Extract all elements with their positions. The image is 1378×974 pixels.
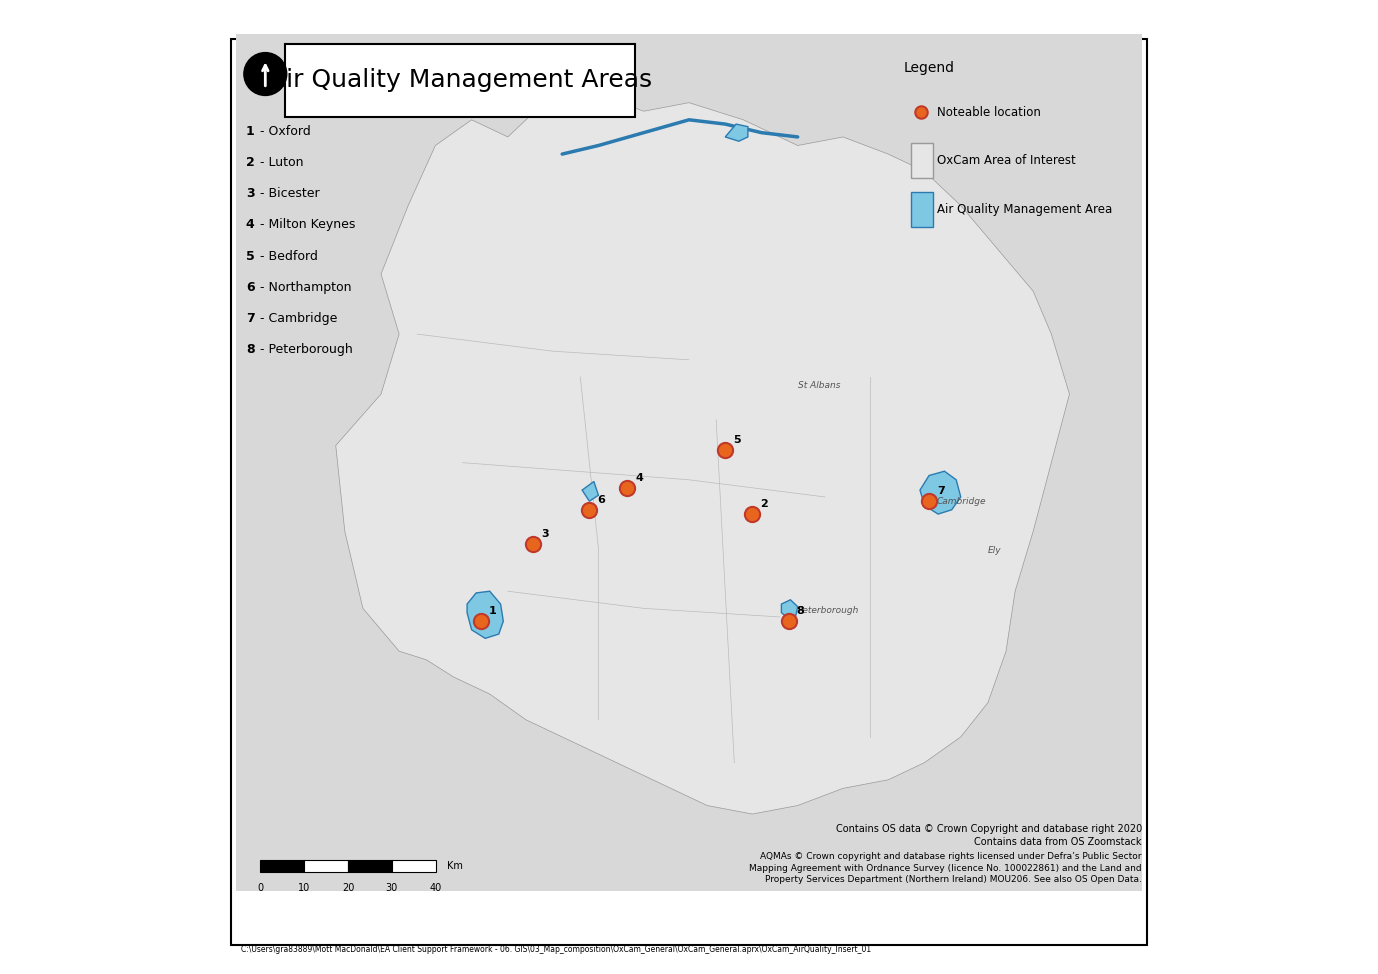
- Point: [470, 614, 492, 629]
- Text: 40: 40: [430, 883, 442, 893]
- Polygon shape: [781, 600, 798, 618]
- Bar: [236, 34, 1142, 891]
- Text: St Albans: St Albans: [798, 381, 841, 390]
- Bar: [236, 34, 1142, 891]
- FancyBboxPatch shape: [911, 143, 933, 178]
- Text: 7: 7: [245, 312, 255, 325]
- Text: Km: Km: [448, 861, 463, 871]
- Polygon shape: [467, 591, 503, 638]
- Bar: [391, 860, 435, 872]
- Text: 2: 2: [761, 500, 768, 509]
- Text: - Peterborough: - Peterborough: [260, 343, 353, 356]
- Text: Peterborough: Peterborough: [798, 606, 858, 615]
- Polygon shape: [725, 124, 748, 141]
- Circle shape: [244, 53, 287, 95]
- Text: 20: 20: [342, 883, 354, 893]
- Polygon shape: [582, 481, 598, 502]
- Point: [741, 506, 763, 522]
- Text: 7: 7: [937, 486, 944, 497]
- Point: [522, 537, 544, 552]
- Text: - Northampton: - Northampton: [260, 281, 351, 294]
- Text: 3: 3: [542, 529, 548, 540]
- Text: OxCam Area of Interest: OxCam Area of Interest: [937, 154, 1076, 168]
- Text: Legend: Legend: [904, 61, 955, 75]
- FancyBboxPatch shape: [911, 192, 933, 227]
- Text: 0: 0: [258, 883, 263, 893]
- Bar: [349, 860, 391, 872]
- Text: - Luton: - Luton: [260, 156, 305, 169]
- Polygon shape: [336, 94, 1069, 814]
- Text: 6: 6: [245, 281, 255, 294]
- Text: - Bicester: - Bicester: [260, 187, 320, 201]
- Point: [616, 480, 638, 496]
- Text: Air Quality Management Area: Air Quality Management Area: [937, 203, 1112, 216]
- Text: - Milton Keynes: - Milton Keynes: [260, 218, 356, 232]
- Text: Cambridge: Cambridge: [936, 497, 985, 506]
- Text: C:\Users\gra83889\Mott MacDonald\EA Client Support Framework - 06. GIS\03_Map_co: C:\Users\gra83889\Mott MacDonald\EA Clie…: [241, 945, 871, 955]
- Text: 1: 1: [245, 125, 255, 138]
- Bar: [260, 860, 305, 872]
- Text: AQMAs © Crown copyright and database rights licensed under Defra’s Public Sector: AQMAs © Crown copyright and database rig…: [750, 852, 1142, 884]
- Text: - Bedford: - Bedford: [260, 249, 318, 263]
- Point: [777, 614, 799, 629]
- Point: [579, 502, 601, 517]
- Text: - Cambridge: - Cambridge: [260, 312, 338, 325]
- Text: 5: 5: [245, 249, 255, 263]
- FancyBboxPatch shape: [285, 44, 635, 117]
- Text: Noteable location: Noteable location: [937, 105, 1042, 119]
- Text: Contains OS data © Crown Copyright and database right 2020
Contains data from OS: Contains OS data © Crown Copyright and d…: [835, 824, 1142, 847]
- Text: 6: 6: [597, 495, 605, 505]
- Text: Ely: Ely: [988, 546, 1002, 555]
- FancyBboxPatch shape: [232, 39, 1146, 945]
- Point: [714, 442, 736, 458]
- Text: 4: 4: [245, 218, 255, 232]
- Text: 1: 1: [488, 607, 496, 617]
- Text: 8: 8: [245, 343, 255, 356]
- Text: - Oxford: - Oxford: [260, 125, 311, 138]
- Text: 30: 30: [386, 883, 398, 893]
- Text: 3: 3: [245, 187, 255, 201]
- Point: [918, 494, 940, 509]
- Text: Air Quality Management Areas: Air Quality Management Areas: [269, 68, 652, 93]
- Text: 8: 8: [796, 607, 805, 617]
- Point: [909, 104, 932, 120]
- Polygon shape: [921, 471, 960, 514]
- Text: 2: 2: [245, 156, 255, 169]
- Text: 4: 4: [635, 473, 644, 483]
- Bar: [305, 860, 349, 872]
- Text: 10: 10: [298, 883, 310, 893]
- Text: 5: 5: [733, 435, 740, 445]
